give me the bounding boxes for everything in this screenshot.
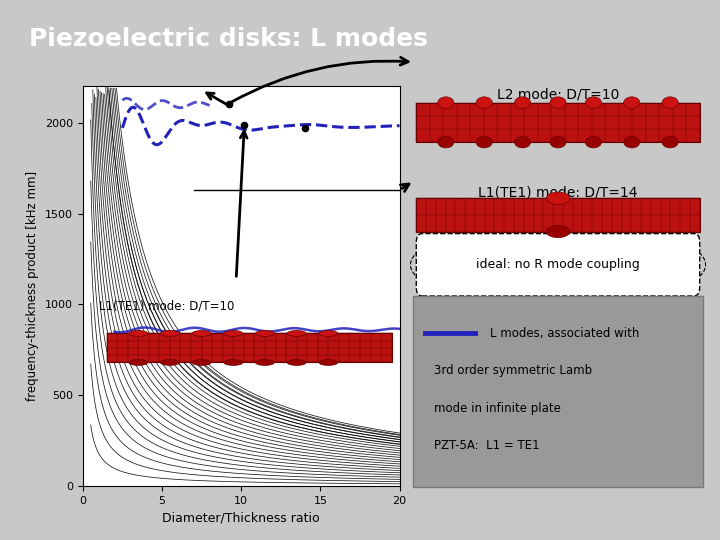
Text: mode in infinite plate: mode in infinite plate xyxy=(434,402,561,415)
Text: L2 mode: D/T=10: L2 mode: D/T=10 xyxy=(497,87,619,102)
Ellipse shape xyxy=(224,360,243,366)
Ellipse shape xyxy=(624,97,640,109)
Ellipse shape xyxy=(129,330,148,336)
Ellipse shape xyxy=(319,360,338,366)
Text: L1(TE1) mode: D/T=10: L1(TE1) mode: D/T=10 xyxy=(99,300,234,313)
Ellipse shape xyxy=(192,330,211,336)
Text: ideal: no R mode coupling: ideal: no R mode coupling xyxy=(476,258,640,271)
Bar xyxy=(107,333,392,362)
Ellipse shape xyxy=(256,330,274,336)
Ellipse shape xyxy=(550,97,566,109)
Text: Piezoelectric disks: L modes: Piezoelectric disks: L modes xyxy=(29,26,428,51)
Ellipse shape xyxy=(515,136,531,148)
Ellipse shape xyxy=(662,97,678,109)
Ellipse shape xyxy=(438,97,454,109)
Ellipse shape xyxy=(161,360,179,366)
Ellipse shape xyxy=(319,330,338,336)
Ellipse shape xyxy=(662,136,678,148)
Ellipse shape xyxy=(287,330,306,336)
Ellipse shape xyxy=(476,97,492,109)
Ellipse shape xyxy=(161,330,179,336)
FancyBboxPatch shape xyxy=(413,296,703,487)
Text: L modes, associated with: L modes, associated with xyxy=(490,327,639,340)
Ellipse shape xyxy=(550,136,566,148)
Ellipse shape xyxy=(585,136,601,148)
FancyBboxPatch shape xyxy=(416,234,700,296)
Ellipse shape xyxy=(287,360,306,366)
Bar xyxy=(416,103,700,142)
Bar xyxy=(416,198,700,232)
Ellipse shape xyxy=(624,136,640,148)
Ellipse shape xyxy=(192,360,211,366)
Ellipse shape xyxy=(585,97,601,109)
Ellipse shape xyxy=(546,225,570,238)
Ellipse shape xyxy=(438,136,454,148)
Text: L1(TE1) mode: D/T=14: L1(TE1) mode: D/T=14 xyxy=(478,185,638,199)
Ellipse shape xyxy=(129,360,148,366)
Text: PZT-5A:  L1 = TE1: PZT-5A: L1 = TE1 xyxy=(434,439,540,452)
X-axis label: Diameter/Thickness ratio: Diameter/Thickness ratio xyxy=(163,511,320,524)
Text: 3rd order symmetric Lamb: 3rd order symmetric Lamb xyxy=(434,364,592,377)
Ellipse shape xyxy=(546,192,570,205)
Y-axis label: frequency-thickness product [kHz mm]: frequency-thickness product [kHz mm] xyxy=(27,171,40,401)
Ellipse shape xyxy=(515,97,531,109)
Ellipse shape xyxy=(476,136,492,148)
Ellipse shape xyxy=(256,360,274,366)
Ellipse shape xyxy=(224,330,243,336)
